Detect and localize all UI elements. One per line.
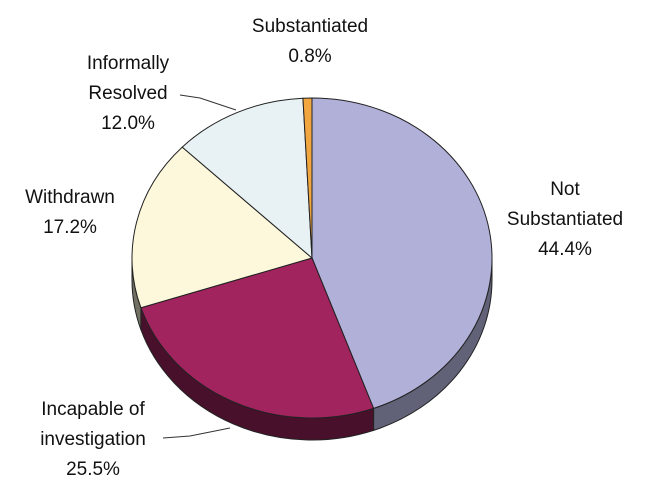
pie-slice [302, 97, 313, 259]
value-label: 0.8% [288, 46, 332, 67]
slice-label: Not Substantiated 44.4% [495, 175, 635, 265]
category-label: Not Substantiated [506, 179, 624, 230]
leader-line [162, 427, 231, 439]
pie-slice [311, 97, 493, 409]
value-label: 44.4% [538, 239, 592, 260]
category-label: Substantiated [251, 16, 369, 37]
value-label: 17.2% [43, 217, 97, 238]
slice-label: Informally Resolved 12.0% [73, 49, 183, 139]
value-label: 12.0% [101, 113, 155, 134]
value-label: 25.5% [66, 459, 120, 477]
category-label: Withdrawn [25, 187, 115, 208]
category-label: Incapable of investigation [40, 399, 146, 450]
slice-label: Withdrawn 17.2% [0, 183, 140, 243]
category-label: Informally Resolved [86, 53, 170, 104]
slice-label: Incapable of investigation 25.5% [26, 395, 161, 477]
pie-slice [131, 146, 314, 309]
slice-label: Substantiated 0.8% [230, 12, 390, 72]
leader-line [179, 94, 237, 111]
pie-slice [140, 257, 375, 419]
pie-slice [181, 97, 313, 260]
